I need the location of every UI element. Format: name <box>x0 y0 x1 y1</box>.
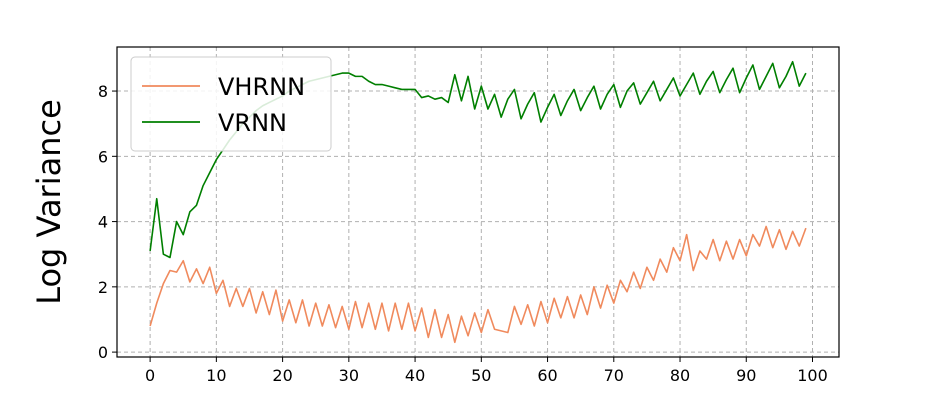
y-tick-label: 8 <box>98 82 108 101</box>
y-tick-label: 4 <box>98 213 108 232</box>
x-tick-label: 90 <box>736 366 756 385</box>
x-tick-label: 40 <box>405 366 425 385</box>
x-tick-label: 80 <box>670 366 690 385</box>
x-tick-label: 10 <box>206 366 226 385</box>
legend-box <box>130 56 332 152</box>
x-tick-label: 60 <box>537 366 557 385</box>
legend-label-vhrnn: VHRNN <box>218 73 305 101</box>
legend: VHRNN VRNN <box>130 56 332 152</box>
x-tick-label: 30 <box>339 366 359 385</box>
legend-label-vrnn: VRNN <box>218 109 287 137</box>
x-tick-label: 100 <box>797 366 828 385</box>
x-tick-label: 50 <box>471 366 491 385</box>
series-line-vhrnn <box>149 225 807 344</box>
x-tick-label: 0 <box>145 366 155 385</box>
axis-ticks: 0 10 20 30 40 50 60 70 80 90 100 0 2 4 6 8 <box>98 82 828 385</box>
plot-frame <box>116 46 840 358</box>
y-tick-label: 2 <box>98 278 108 297</box>
x-tick-label: 70 <box>604 366 624 385</box>
y-tick-label: 6 <box>98 147 108 166</box>
y-tick-label: 0 <box>98 343 108 362</box>
y-axis-label: Log Variance <box>30 99 68 305</box>
x-tick-label: 20 <box>272 366 292 385</box>
